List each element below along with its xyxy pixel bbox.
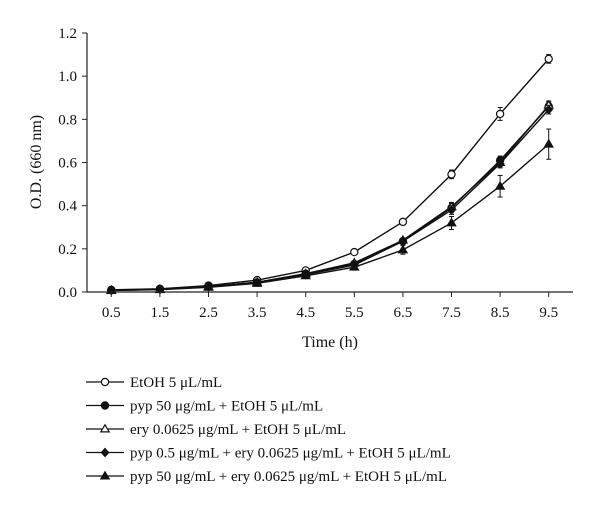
data-point — [495, 109, 505, 119]
data-point — [300, 270, 311, 280]
x-tick-label: 9.5 — [539, 305, 558, 321]
legend-label: pyp 50 μg/mL + EtOH 5 μL/mL — [130, 399, 323, 415]
y-tick-label: 1.0 — [58, 69, 77, 85]
legend-label: pyp 0.5 μg/mL + ery 0.0625 μg/mL + EtOH … — [130, 446, 451, 462]
data-point — [544, 54, 553, 64]
y-tick-label: 0.8 — [58, 112, 77, 128]
series-4 — [106, 104, 554, 296]
legend-marker — [100, 377, 110, 387]
data-point — [446, 217, 457, 227]
legend-marker — [100, 401, 110, 410]
y-tick-label: 0.2 — [58, 242, 77, 258]
x-tick-label: 2.5 — [199, 305, 218, 321]
x-tick-label: 0.5 — [102, 305, 121, 321]
y-tick-label: 1.2 — [58, 26, 77, 42]
y-tick-label: 0.6 — [58, 156, 77, 172]
x-tick-label: 8.5 — [491, 305, 510, 321]
data-point — [251, 277, 263, 287]
legend-item: pyp 50 μg/mL + ery 0.0625 μg/mL + EtOH 5… — [86, 469, 447, 485]
data-point — [495, 158, 505, 169]
y-tick-label: 0.0 — [58, 285, 77, 301]
data-point — [398, 217, 408, 227]
legend: EtOH 5 μL/mL pyp 50 μg/mL + EtOH 5 μL/mL e… — [86, 375, 451, 485]
legend-label: ery 0.0625 μg/mL + EtOH 5 μL/mL — [130, 422, 346, 438]
legend-marker — [99, 470, 111, 480]
axes: 0.0 0.2 0.4 0.6 0.8 1.0 1.2 0.5 1.5 2.5 3.5 4.5 5.5 6… — [58, 26, 573, 321]
y-tick-label: 0.4 — [58, 199, 77, 215]
data-point — [447, 205, 456, 215]
legend-label: pyp 50 μg/mL + ery 0.0625 μg/mL + EtOH 5… — [130, 469, 447, 485]
series-line — [111, 143, 550, 292]
x-tick-label: 3.5 — [248, 305, 267, 321]
plot-area — [106, 54, 554, 296]
x-tick-label: 6.5 — [394, 305, 413, 321]
legend-item: ery 0.0625 μg/mL + EtOH 5 μL/mL — [86, 422, 346, 438]
data-point — [494, 180, 506, 190]
x-tick-label: 5.5 — [345, 305, 364, 321]
data-point — [349, 261, 360, 271]
data-point — [203, 281, 214, 291]
series-line — [111, 58, 550, 291]
x-tick-label: 4.5 — [296, 305, 315, 321]
data-point — [544, 104, 554, 115]
legend-item: pyp 50 μg/mL + EtOH 5 μL/mL — [86, 399, 323, 415]
data-point — [543, 138, 554, 148]
legend-marker — [99, 423, 111, 433]
x-tick-label: 1.5 — [151, 305, 170, 321]
legend-label: EtOH 5 μL/mL — [130, 375, 222, 391]
series-line — [111, 104, 550, 291]
x-axis-title: Time (h) — [302, 334, 358, 351]
legend-marker — [100, 447, 110, 458]
y-axis-title: O.D. (660 nm) — [28, 115, 45, 209]
x-tick-label: 7.5 — [442, 305, 461, 321]
legend-item: EtOH 5 μL/mL — [86, 375, 222, 391]
legend-item: pyp 0.5 μg/mL + ery 0.0625 μg/mL + EtOH … — [86, 446, 451, 462]
data-point — [447, 170, 456, 179]
data-point — [397, 244, 409, 254]
data-point — [350, 247, 359, 257]
